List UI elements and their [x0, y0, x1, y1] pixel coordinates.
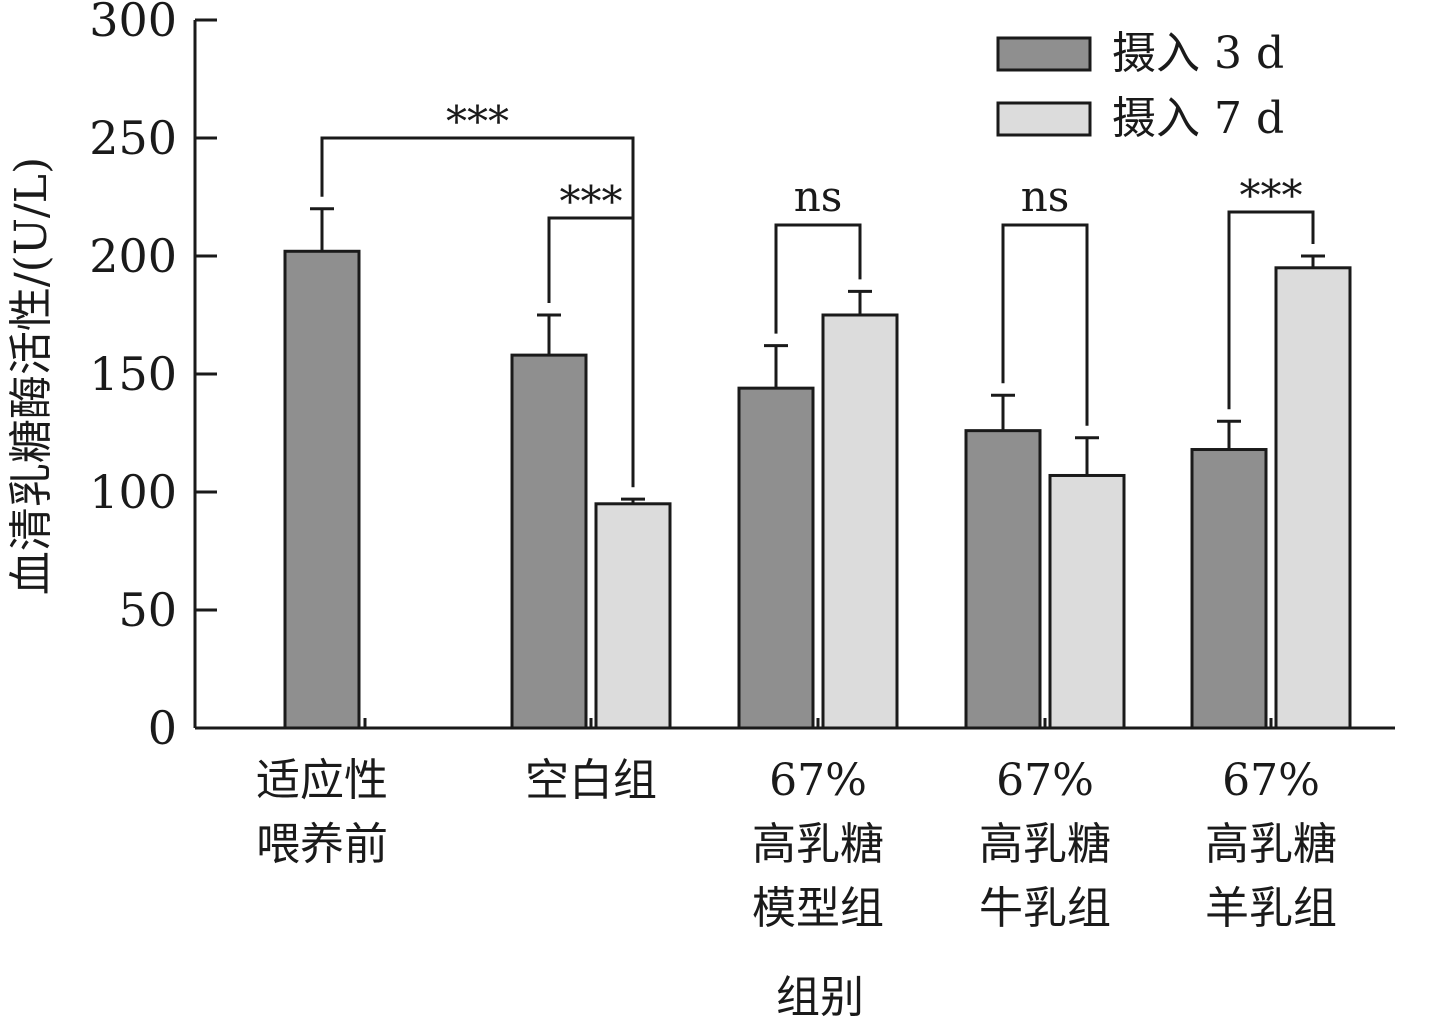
significance-bracket	[774, 223, 862, 334]
bar	[964, 429, 1042, 730]
x-category-label: 高乳糖	[752, 819, 884, 870]
legend: 摄入 3 d 摄入 7 d	[996, 28, 1284, 144]
significance-bracket	[547, 216, 635, 488]
y-tick-label: 150	[89, 347, 177, 401]
bar	[1190, 448, 1268, 730]
significance-label: ns	[1021, 172, 1070, 221]
legend-swatch	[996, 36, 1092, 72]
x-category-label: 适应性	[256, 755, 388, 806]
significance-bracket	[1227, 210, 1315, 410]
x-category-label: 空白组	[525, 755, 657, 806]
y-tick-label: 250	[89, 111, 177, 165]
y-tick-label: 0	[148, 701, 177, 755]
x-category-label: 高乳糖	[1205, 819, 1337, 870]
x-category-label: 羊乳组	[1205, 883, 1337, 934]
x-category-label: 67%	[1222, 755, 1320, 806]
legend-label: 摄入 3 d	[1112, 28, 1284, 79]
significance-label: ns	[794, 172, 843, 221]
bar	[1048, 473, 1126, 730]
bar	[1274, 266, 1352, 730]
x-category-label: 67%	[769, 755, 867, 806]
significance-label: ***	[560, 177, 623, 226]
significance-label: ***	[1240, 171, 1303, 220]
x-category-label: 67%	[996, 755, 1094, 806]
bar	[283, 249, 361, 730]
bar	[821, 313, 899, 730]
y-tick-label: 100	[89, 465, 177, 519]
y-tick-label: 300	[89, 0, 177, 47]
bars	[283, 207, 1352, 730]
legend-swatch	[996, 101, 1092, 137]
bar	[737, 386, 815, 730]
y-tick-label: 200	[89, 229, 177, 283]
significance-bracket	[1001, 223, 1089, 426]
bar	[594, 502, 672, 730]
y-tick-label: 50	[118, 583, 177, 637]
significance-label: ***	[446, 97, 509, 146]
significance-brackets: *** *** ns ns ***	[320, 97, 1315, 488]
x-category-label: 模型组	[752, 883, 884, 934]
y-axis-title: 血清乳糖酶活性/(U/L)	[6, 157, 57, 595]
x-category-label: 喂养前	[256, 819, 388, 870]
x-axis-title: 组别	[776, 972, 864, 1023]
bar	[510, 353, 588, 730]
x-category-label: 高乳糖	[979, 819, 1111, 870]
legend-label: 摄入 7 d	[1112, 93, 1284, 144]
x-category-label: 牛乳组	[979, 883, 1111, 934]
